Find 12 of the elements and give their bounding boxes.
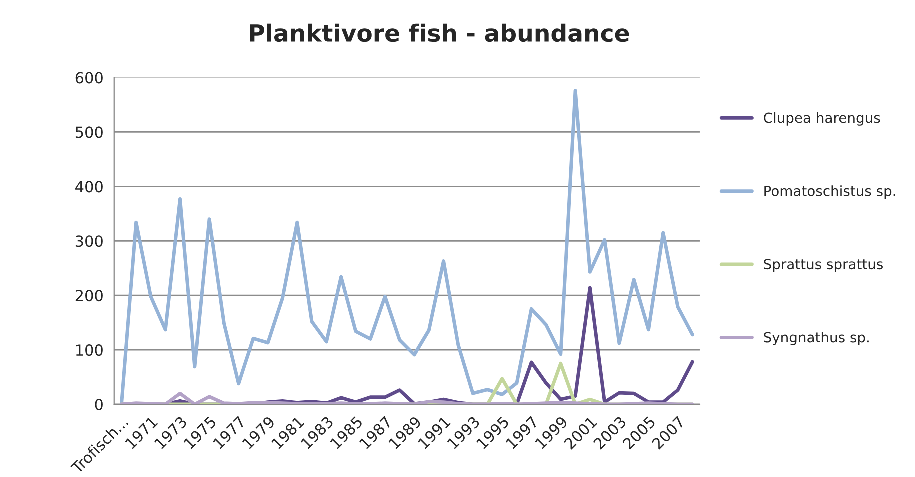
y-tick-label: 600: [76, 72, 103, 84]
legend-label: Sprattus sprattus: [764, 259, 884, 272]
y-tick-label: 400: [76, 181, 103, 193]
y-tick-label: 100: [76, 344, 103, 356]
y-tick-label: 0: [95, 398, 103, 411]
chart-title: Planktivore fish - abundance: [250, 24, 630, 42]
y-tick-label: 300: [76, 236, 103, 248]
legend-label: Clupea harengus: [764, 112, 880, 126]
y-tick-label: 500: [76, 126, 103, 138]
legend-label: Syngnathus sp.: [764, 332, 869, 346]
y-tick-label: 200: [76, 290, 103, 302]
legend-label: Pomatoschistus sp.: [764, 186, 896, 200]
